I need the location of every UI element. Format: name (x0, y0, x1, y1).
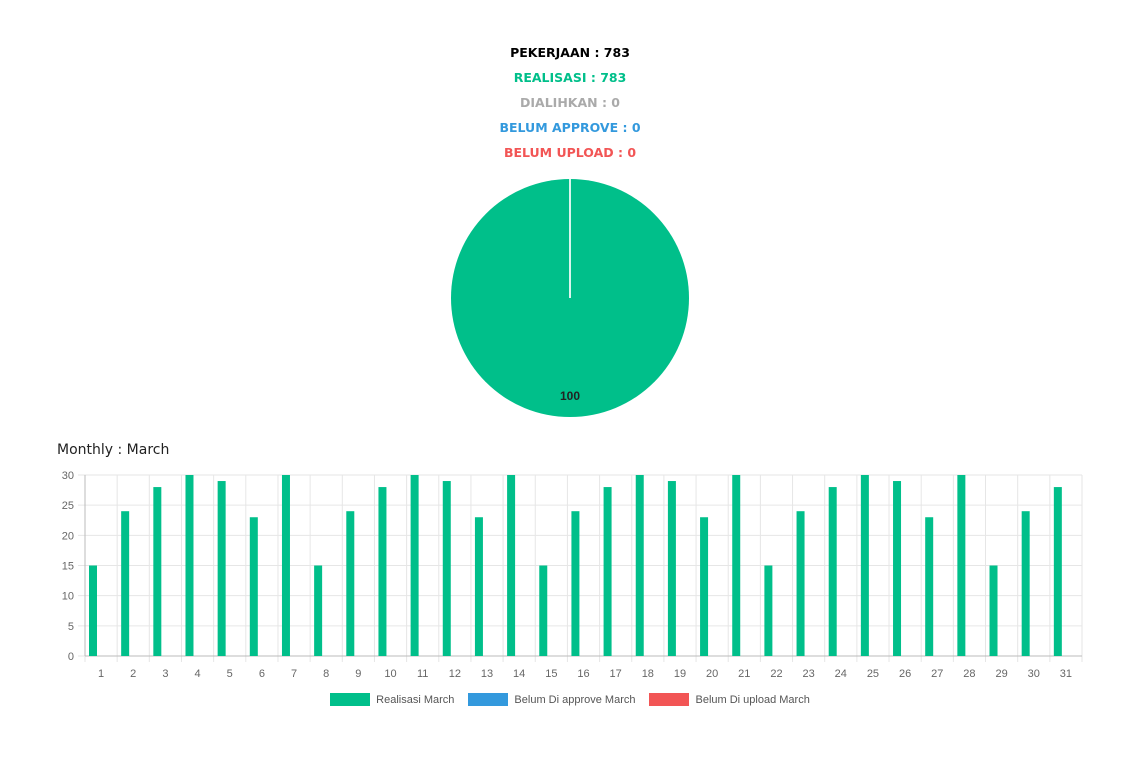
x-tick-label: 20 (706, 668, 718, 680)
x-tick-label: 23 (803, 668, 815, 680)
bar-realisasi-march[interactable] (925, 517, 934, 656)
summary-block: PEKERJAAN : 783 REALISASI : 783 DIALIHKA… (0, 40, 1140, 165)
bar-realisasi-march[interactable] (828, 487, 837, 656)
x-tick-label: 29 (995, 668, 1007, 680)
x-tick-label: 15 (545, 668, 557, 680)
pie-data-label: 100 (560, 389, 580, 403)
bar-realisasi-march[interactable] (185, 475, 194, 656)
legend-swatch (330, 693, 371, 706)
x-tick-label: 7 (291, 668, 297, 680)
bar-realisasi-march[interactable] (860, 475, 869, 656)
dialihkan-count: DIALIHKAN : 0 (520, 95, 620, 110)
x-tick-label: 19 (674, 668, 686, 680)
bar-realisasi-march[interactable] (153, 487, 162, 656)
bar-legend: Realisasi March Belum Di approve March Bel… (0, 693, 1140, 706)
x-tick-label: 1 (98, 668, 104, 680)
x-tick-label: 3 (162, 668, 168, 680)
bar-realisasi-march[interactable] (989, 565, 998, 657)
x-tick-label: 17 (610, 668, 622, 680)
bar-realisasi-march[interactable] (474, 517, 483, 656)
bar-realisasi-march[interactable] (764, 565, 773, 657)
y-tick-label: 25 (62, 500, 74, 512)
legend-swatch (468, 693, 509, 706)
legend-item[interactable]: Realisasi March (330, 693, 454, 706)
bar-realisasi-march[interactable] (603, 487, 612, 656)
x-tick-label: 24 (835, 668, 847, 680)
bar-realisasi-march[interactable] (314, 565, 323, 657)
y-tick-label: 5 (68, 621, 74, 633)
legend-item[interactable]: Belum Di approve March (468, 693, 635, 706)
bar-realisasi-march[interactable] (121, 511, 130, 656)
x-tick-label: 13 (481, 668, 493, 680)
x-tick-label: 4 (195, 668, 201, 680)
x-tick-label: 22 (770, 668, 782, 680)
bar-realisasi-march[interactable] (1053, 487, 1062, 656)
bar-realisasi-march[interactable] (700, 517, 709, 656)
bar-realisasi-march[interactable] (217, 481, 226, 656)
x-tick-label: 8 (323, 668, 329, 680)
x-tick-label: 9 (355, 668, 361, 680)
bar-realisasi-march[interactable] (281, 475, 290, 656)
bar-realisasi-march[interactable] (442, 481, 451, 656)
bar-realisasi-march[interactable] (796, 511, 805, 656)
y-tick-label: 10 (62, 591, 74, 603)
bar-realisasi-march[interactable] (893, 481, 902, 656)
bar-realisasi-march[interactable] (410, 475, 419, 656)
pekerjaan-count: PEKERJAAN : 783 (510, 45, 630, 60)
y-tick-label: 0 (68, 651, 74, 663)
pie-chart[interactable]: 100 (450, 178, 690, 418)
x-tick-label: 14 (513, 668, 525, 680)
belum-approve-count: BELUM APPROVE : 0 (499, 120, 641, 135)
x-tick-label: 10 (384, 668, 396, 680)
bar-realisasi-march[interactable] (378, 487, 387, 656)
belum-upload-count: BELUM UPLOAD : 0 (503, 145, 637, 160)
x-tick-label: 25 (867, 668, 879, 680)
x-tick-label: 2 (130, 668, 136, 680)
x-tick-label: 16 (577, 668, 589, 680)
bar-realisasi-march[interactable] (249, 517, 258, 656)
bar-realisasi-march[interactable] (539, 565, 548, 657)
x-tick-label: 26 (899, 668, 911, 680)
x-tick-label: 6 (259, 668, 265, 680)
bar-realisasi-march[interactable] (732, 475, 741, 656)
y-tick-label: 20 (62, 530, 74, 542)
x-tick-label: 21 (738, 668, 750, 680)
legend-label: Belum Di approve March (514, 693, 636, 706)
x-tick-label: 18 (642, 668, 654, 680)
x-tick-label: 12 (449, 668, 461, 680)
bar-realisasi-march[interactable] (507, 475, 516, 656)
x-tick-label: 31 (1060, 668, 1072, 680)
legend-swatch (649, 693, 690, 706)
bar-realisasi-march[interactable] (957, 475, 966, 656)
x-tick-label: 28 (963, 668, 975, 680)
bar-realisasi-march[interactable] (346, 511, 355, 656)
realisasi-count: REALISASI : 783 (513, 70, 627, 85)
legend-label: Belum Di upload March (695, 693, 810, 706)
bar-realisasi-march[interactable] (571, 511, 580, 656)
x-tick-label: 5 (227, 668, 233, 680)
legend-label: Realisasi March (376, 693, 455, 706)
legend-item[interactable]: Belum Di upload March (649, 693, 810, 706)
monthly-title: Monthly : March (57, 442, 170, 458)
x-tick-label: 27 (931, 668, 943, 680)
y-tick-label: 30 (62, 470, 74, 482)
bar-realisasi-march[interactable] (89, 565, 97, 657)
bar-realisasi-march[interactable] (1021, 511, 1030, 656)
bar-realisasi-march[interactable] (667, 481, 676, 656)
bar-realisasi-march[interactable] (635, 475, 644, 656)
y-tick-label: 15 (62, 561, 74, 573)
x-tick-label: 11 (417, 668, 428, 680)
x-tick-label: 30 (1028, 668, 1040, 680)
